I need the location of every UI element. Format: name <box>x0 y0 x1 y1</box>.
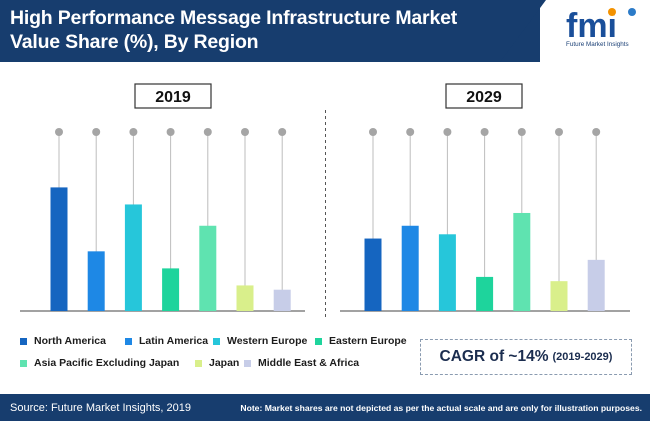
fmi-logo: fmi <box>566 7 636 45</box>
header-band-tail <box>500 0 546 62</box>
legend-label: Latin America <box>139 335 209 347</box>
footer-source: Source: Future Market Insights, 2019 <box>10 402 191 414</box>
logo-subtitle: Future Market Insights <box>566 41 629 48</box>
legend-item-eastern-europe: Eastern Europe <box>315 335 407 347</box>
bar-western-europe <box>124 204 142 311</box>
bar-north-america <box>364 238 382 311</box>
footer: Source: Future Market Insights, 2019 Not… <box>0 394 650 421</box>
legend-item-japan: Japan <box>195 357 239 369</box>
bar-japan <box>236 285 254 311</box>
logo-dot-blue <box>628 8 636 16</box>
legend-label: Middle East & Africa <box>258 357 360 369</box>
stem-dot-asia-pacific-excluding-japan <box>517 128 526 136</box>
stem-dot-north-america <box>369 128 377 136</box>
bar-asia-pacific-excluding-japan <box>199 225 217 311</box>
legend-swatch <box>244 359 251 367</box>
bar-eastern-europe <box>476 276 494 311</box>
legend-swatch <box>20 359 27 367</box>
charts-area: 2019 2029 <box>20 83 630 320</box>
stem-dot-asia-pacific-excluding-japan <box>203 128 212 136</box>
legend-item-north-america: North America <box>20 335 106 347</box>
legend-swatch <box>315 337 322 345</box>
bar-latin-america <box>87 251 105 311</box>
chart-title-box <box>445 83 523 109</box>
title-line-1: High Performance Message Infrastructure … <box>10 7 458 29</box>
footer-note: Note: Market shares are not depicted as … <box>240 403 642 413</box>
cagr-box: CAGR of ~14% (2019-2029) <box>420 339 632 375</box>
stem-dot-eastern-europe <box>166 128 175 136</box>
header: High Performance Message Infrastructure … <box>0 0 650 62</box>
legend: North America Latin America Western Europe… <box>20 335 420 375</box>
stem-dot-middle-east-and-africa <box>278 128 287 136</box>
legend-item-latin-america: Latin America <box>125 335 208 347</box>
legend-item-asia-pacific-excluding-japan: Asia Pacific Excluding Japan <box>20 357 179 369</box>
stem-dot-eastern-europe <box>480 128 489 136</box>
stem-dot-middle-east-and-africa <box>592 128 601 136</box>
stem-dot-latin-america <box>406 128 415 136</box>
bar-eastern-europe <box>162 268 180 311</box>
bar-latin-america <box>401 225 419 311</box>
stem-dot-japan <box>555 128 563 136</box>
chart-title-box <box>134 83 212 109</box>
legend-item-middle-east-and-africa: Middle East & Africa <box>244 357 359 369</box>
header-band <box>0 0 540 62</box>
bar-middle-east-and-africa <box>587 259 605 311</box>
legend-label: Western Europe <box>227 335 308 347</box>
legend-label: Asia Pacific Excluding Japan <box>34 357 180 369</box>
legend-swatch <box>213 337 220 345</box>
bar-asia-pacific-excluding-japan <box>513 212 531 311</box>
legend-swatch <box>125 337 132 345</box>
cagr-period: (2019-2029) <box>552 351 613 363</box>
bar-western-europe <box>438 234 456 311</box>
bar-north-america <box>50 187 68 311</box>
stem-dot-latin-america <box>92 128 101 136</box>
logo-dot-orange <box>608 8 616 16</box>
legend-swatch <box>20 337 27 345</box>
legend-label: North America <box>34 335 106 347</box>
cagr-value: CAGR of ~14% <box>439 348 549 365</box>
bar-japan <box>550 281 568 311</box>
page-title: High Performance Message Infrastructure … <box>10 6 510 54</box>
legend-label: Eastern Europe <box>329 335 407 347</box>
title-line-2: Value Share (%), By Region <box>10 31 259 53</box>
stem-dot-western-europe <box>443 128 452 136</box>
stem-dot-north-america <box>55 128 63 136</box>
chart-title: 2029 <box>466 89 502 106</box>
legend-swatch <box>195 359 202 367</box>
legend-label: Japan <box>209 357 240 369</box>
bar-middle-east-and-africa <box>273 289 291 311</box>
stem-dot-japan <box>241 128 249 136</box>
stem-dot-western-europe <box>129 128 138 136</box>
chart-2019: 2019 <box>20 83 305 312</box>
chart-2029: 2029 <box>340 83 630 312</box>
chart-title: 2019 <box>155 89 191 106</box>
legend-item-western-europe: Western Europe <box>213 335 307 347</box>
